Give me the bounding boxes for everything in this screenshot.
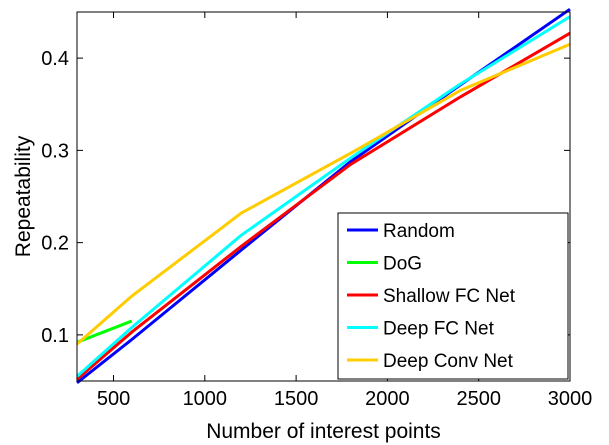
x-tick-label: 2500 bbox=[456, 388, 501, 410]
legend: Random DoG Shallow FC Net Deep FC Net Deep C… bbox=[337, 212, 569, 380]
plot-frame bbox=[76, 11, 571, 382]
series-line-deep-fc-net bbox=[76, 15, 571, 378]
legend-label: DoG bbox=[383, 254, 422, 275]
y-tick-label: 0.1 bbox=[41, 325, 69, 347]
series-line-shallow-fc-net bbox=[76, 31, 571, 381]
x-tick-label: 1500 bbox=[274, 388, 319, 410]
legend-label: Random bbox=[383, 221, 455, 242]
y-tick-label: 0.3 bbox=[41, 140, 69, 162]
legend-label: Shallow FC Net bbox=[383, 286, 516, 307]
x-tick-label: 1000 bbox=[183, 388, 228, 410]
y-tick-label: 0.4 bbox=[41, 48, 69, 70]
legend-label: Deep FC Net bbox=[383, 319, 495, 340]
x-axis-ticks: 500 1000 1500 2000 2500 3000 bbox=[97, 12, 592, 410]
series-lines bbox=[76, 7, 571, 384]
legend-label: Deep Conv Net bbox=[383, 351, 514, 372]
x-axis-label: Number of interest points bbox=[206, 420, 441, 443]
y-tick-label: 0.2 bbox=[41, 233, 69, 255]
series-line-dog bbox=[76, 319, 133, 344]
series-line-deep-conv-net bbox=[76, 42, 571, 346]
x-tick-label: 2000 bbox=[365, 388, 410, 410]
y-axis-ticks: 0.1 0.2 0.3 0.4 bbox=[41, 48, 570, 347]
y-axis-label: Repeatability bbox=[12, 135, 35, 257]
x-tick-label: 3000 bbox=[548, 388, 593, 410]
x-tick-label: 500 bbox=[97, 388, 130, 410]
